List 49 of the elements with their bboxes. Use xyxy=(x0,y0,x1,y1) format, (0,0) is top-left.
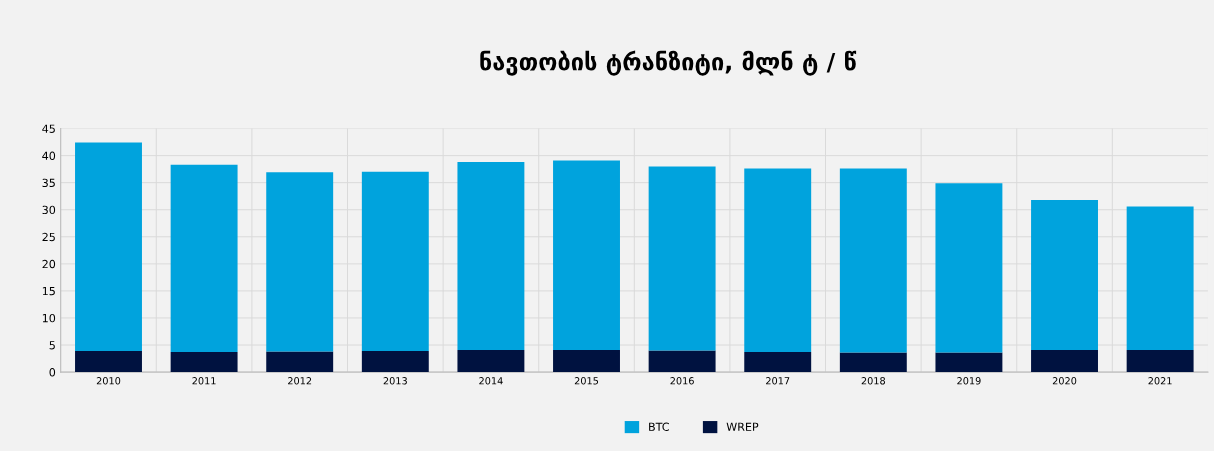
chart-title: ნავთობის ტრანზიტი, მლნ ტ / წ xyxy=(480,50,857,76)
y-tick-label: 15 xyxy=(42,287,55,296)
y-tick-label: 0 xyxy=(49,368,56,377)
bar xyxy=(457,349,525,373)
y-tick-label: 5 xyxy=(49,341,55,350)
bar xyxy=(1126,349,1194,373)
x-tick-label: 2015 xyxy=(574,377,599,385)
bar xyxy=(75,142,142,351)
bar xyxy=(553,349,620,373)
bar xyxy=(553,160,620,350)
legend-label: BTC xyxy=(649,422,669,431)
y-tick-label: 20 xyxy=(42,259,56,269)
y-tick-label: 10 xyxy=(42,313,56,323)
y-tick-label: 35 xyxy=(42,178,55,188)
y-tick-label: 45 xyxy=(42,124,55,133)
x-tick-label: 2018 xyxy=(861,377,886,385)
x-tick-label: 2014 xyxy=(479,377,503,385)
legend-label: WREP xyxy=(726,422,759,431)
bar xyxy=(744,352,812,373)
bar xyxy=(1126,206,1194,350)
bar xyxy=(361,171,429,351)
bar xyxy=(1031,199,1098,350)
bar xyxy=(457,162,525,350)
bar xyxy=(648,166,716,351)
x-tick-label: 2017 xyxy=(766,377,790,385)
x-tick-label: 2013 xyxy=(383,377,407,385)
bar xyxy=(744,168,812,353)
x-tick-label: 2020 xyxy=(1052,377,1077,385)
bar xyxy=(170,352,238,373)
y-tick-label: 25 xyxy=(42,232,55,242)
bar xyxy=(361,350,429,373)
x-tick-label: 2019 xyxy=(957,377,981,385)
bar xyxy=(1031,349,1098,373)
bar xyxy=(839,352,907,373)
bar xyxy=(75,350,142,373)
x-tick-label: 2012 xyxy=(288,377,312,385)
bar xyxy=(935,352,1003,373)
x-tick-label: 2016 xyxy=(670,377,694,385)
bar xyxy=(266,351,334,373)
bar xyxy=(935,183,1003,353)
x-tick-label: 2010 xyxy=(96,377,121,385)
x-tick-label: 2011 xyxy=(192,377,216,385)
bar xyxy=(839,168,907,353)
x-tick-label: 2021 xyxy=(1148,377,1172,385)
y-tick-label: 40 xyxy=(42,151,56,160)
y-tick-label: 30 xyxy=(42,205,56,215)
bar xyxy=(648,350,716,373)
bar xyxy=(170,164,238,353)
bar xyxy=(266,172,334,352)
